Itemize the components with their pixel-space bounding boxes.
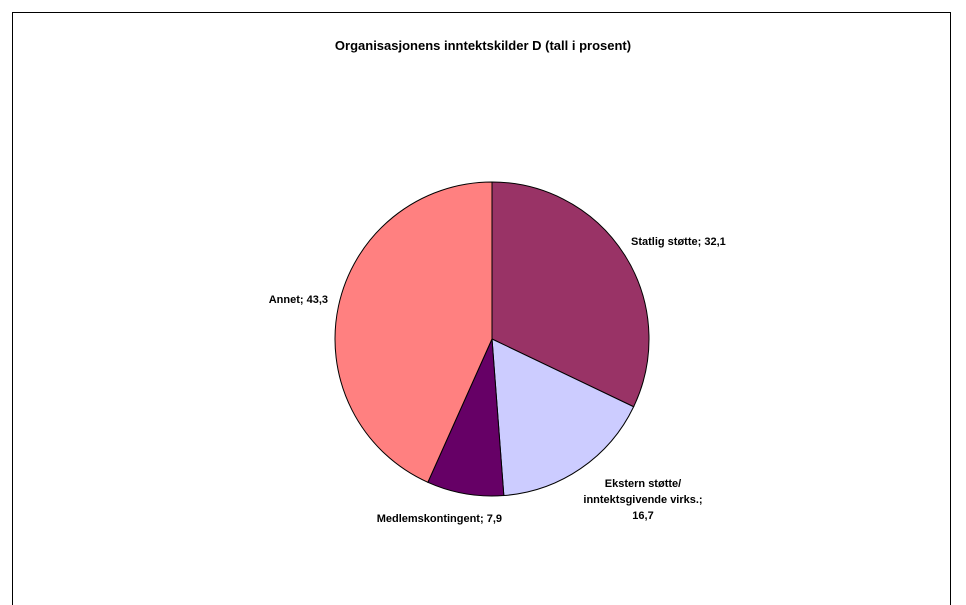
label-name: Ekstern støtte/inntektsgivende virks.; bbox=[583, 478, 702, 506]
label-value: 16,7 bbox=[632, 510, 653, 522]
data-label: Ekstern støtte/inntektsgivende virks.; 16… bbox=[583, 478, 702, 522]
pie-slice bbox=[491, 181, 650, 408]
label-part: 32,1 bbox=[704, 236, 725, 248]
data-label: Annet; 43,3 bbox=[269, 294, 328, 306]
label-part: 43,3 bbox=[307, 294, 328, 306]
pie-slice bbox=[491, 338, 635, 497]
label-part: Annet; bbox=[269, 294, 307, 306]
pie-slice bbox=[334, 181, 493, 483]
label-part: 7,9 bbox=[487, 513, 502, 525]
data-label: Medlemskontingent; 7,9 bbox=[377, 513, 502, 525]
label-part: Medlemskontingent; bbox=[377, 513, 487, 525]
label-part: Statlig støtte; bbox=[631, 236, 704, 248]
chart-title: Organisasjonens inntektskilder D (tall i… bbox=[335, 38, 631, 53]
data-label: Statlig støtte; 32,1 bbox=[631, 236, 726, 248]
label-name: Medlemskontingent; 7,9 bbox=[377, 513, 502, 525]
label-name: Statlig støtte; 32,1 bbox=[631, 236, 726, 248]
label-name: Annet; 43,3 bbox=[269, 294, 328, 306]
